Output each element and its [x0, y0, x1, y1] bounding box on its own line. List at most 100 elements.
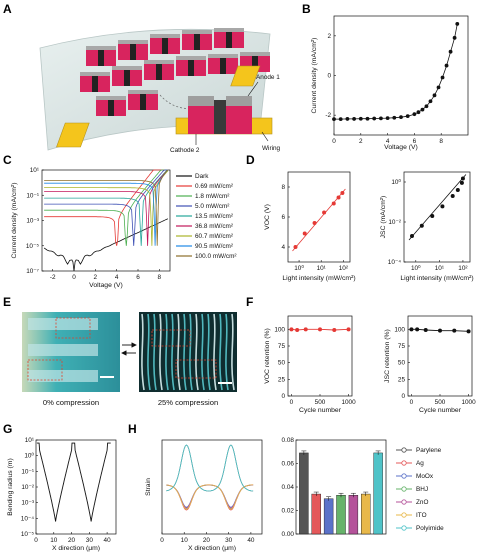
cell-red-b-2: [168, 38, 180, 54]
h1-xlabel: X direction (μm): [188, 545, 236, 552]
b-xtick-label-1: 2: [359, 138, 363, 145]
F1-point-5: [346, 327, 351, 332]
h2-legend-label-4: ZnO: [416, 499, 428, 506]
D2-xtick-label-0: 10⁰: [411, 265, 421, 272]
h2-legend-marker-2: [401, 473, 407, 479]
c-legend-label-5: 36.8 mW/cm²: [195, 223, 233, 230]
scale-bar-left: [100, 376, 114, 378]
chart-h2-strain-bars: 0.00 0.02 0.04 0.06 0.08 Parylene Ag MoOx BHJ ZnO…: [282, 437, 445, 538]
F1-ytick-label-2: 50: [278, 360, 286, 367]
cell-gap-4: [226, 32, 232, 48]
anode-label: Anode 1: [256, 74, 280, 81]
chart-c-jv-log: -2 0 2 4 6 8 10⁻⁷ 10⁻⁵ 10⁻³ 10⁻¹ 10¹ Dark 0.69 mW/cm…: [11, 167, 237, 289]
D1-ytick-label-2: 8: [281, 184, 285, 191]
h2-legend-label-6: Polyimide: [416, 525, 444, 532]
d2-frame: [403, 171, 471, 263]
F1-ytick-label-1: 25: [278, 376, 286, 383]
g-ytick-label-1: 10⁻⁴: [21, 515, 34, 522]
D1-ytick-label-0: 4: [281, 244, 285, 251]
D1-point-5: [336, 195, 341, 200]
c-ytick-label-2: 10⁻³: [26, 218, 39, 225]
cell-gap-5: [92, 76, 98, 92]
solar-cell-array: [80, 28, 270, 116]
b-point-14: [420, 107, 425, 112]
D1-point-6: [340, 191, 345, 195]
c-legend-label-8: 100.0 mW/cm²: [195, 253, 237, 260]
F2-point-3: [438, 328, 442, 333]
D1-ylabel: VOC (V): [264, 204, 271, 230]
cell-red-6: [112, 70, 124, 86]
h2-legend-label-5: ITO: [416, 512, 427, 519]
highlight-box-2: [27, 359, 63, 381]
c-xtick-label-4: 6: [136, 274, 140, 281]
c-ytick-label-1: 10⁻⁵: [26, 243, 39, 250]
F2-ytick-label-2: 50: [398, 360, 406, 367]
c-series-line-2: [44, 169, 168, 246]
F2-xtick-label-1: 500: [435, 399, 446, 406]
cathode-top: [188, 96, 214, 106]
b-point-4: [358, 116, 363, 121]
b-xtick-label-3: 6: [413, 138, 417, 145]
g-xtick-label-2: 20: [68, 537, 76, 544]
cell-red-9: [208, 58, 220, 74]
g-ytick-label-5: 10⁰: [24, 453, 34, 460]
D2-fit-line: [408, 174, 467, 241]
D2-xtick-label-2: 10²: [458, 265, 467, 272]
c-legend-label-4: 13.5 mW/cm²: [195, 213, 233, 220]
b-point-21: [448, 49, 453, 54]
highlight-box-1: [55, 317, 91, 339]
h1-series-line-0: [166, 444, 254, 492]
F1-xtick-label-1: 500: [315, 399, 326, 406]
cell-red-3: [182, 34, 194, 50]
h2-legend-marker-4: [401, 499, 407, 505]
b-ytick-label-1: 0: [327, 73, 331, 80]
b-point-16: [428, 99, 433, 104]
F1-ylabel: VOC retention (%): [264, 328, 271, 384]
panel-letter-h: H: [128, 422, 137, 436]
cell-red-7: [144, 64, 156, 80]
wrinkle-line-14: [225, 313, 229, 391]
h1-xtick-label-2: 20: [203, 537, 211, 544]
cell-gap-10: [252, 56, 258, 72]
c-ytick-label-4: 10¹: [30, 167, 39, 174]
panel-letter-g: G: [3, 422, 12, 436]
cell-top-9: [208, 54, 238, 58]
cell-red-b-0: [104, 50, 116, 66]
h1-xtick-label-0: 0: [160, 537, 164, 544]
cell-red-12: [128, 94, 140, 110]
wrinkle-line-10: [201, 313, 205, 391]
h2-bar-5: [361, 493, 371, 535]
c-series-line-1: [44, 169, 168, 246]
chart-d2-jsc: 10⁰ 10¹ 10² 10⁻⁴ 10⁻² 10⁰ Light intensity (mW/…: [380, 171, 474, 282]
cell-red-b-7: [162, 64, 174, 80]
h2-legend-label-0: Parylene: [416, 447, 442, 454]
cell-gap-6: [124, 70, 130, 86]
c-legend-label-2: 1.8 mW/cm²: [195, 193, 229, 200]
F1-ytick-label-0: 0: [281, 393, 285, 400]
wrinkle-line-3: [159, 313, 163, 391]
g-ytick-label-6: 10¹: [25, 437, 34, 444]
cell-top-12: [128, 90, 158, 94]
contact-pad-left: [56, 122, 90, 148]
D1-xtick-label-0: 10⁰: [294, 265, 304, 272]
panel-a-illustration: Anode 1 Cathode 2 Wiring: [39, 28, 281, 154]
c-ytick-label-0: 10⁻⁷: [26, 268, 39, 275]
wrinkle-line-12: [213, 313, 217, 391]
D2-point-5: [455, 187, 460, 192]
cell-gap-2: [162, 38, 168, 54]
c-legend-label-3: 5.0 mW/cm²: [195, 203, 229, 210]
h2-ytick-label-3: 0.06: [282, 461, 295, 468]
h1-xtick-label-3: 30: [225, 537, 233, 544]
cell-zoom-inset: [175, 81, 273, 145]
D2-point-0: [409, 233, 414, 238]
cell-red-b-8: [194, 60, 206, 76]
g-xtick-label-0: 0: [34, 537, 38, 544]
h1-series-line-1: [166, 484, 254, 511]
D1-point-4: [331, 201, 336, 206]
panel-letter-d: D: [246, 153, 255, 167]
g-xtick-label-1: 10: [50, 537, 58, 544]
c-series-line-0: [43, 218, 169, 272]
b-xtick-label-0: 0: [332, 138, 336, 145]
b-point-20: [444, 63, 449, 68]
